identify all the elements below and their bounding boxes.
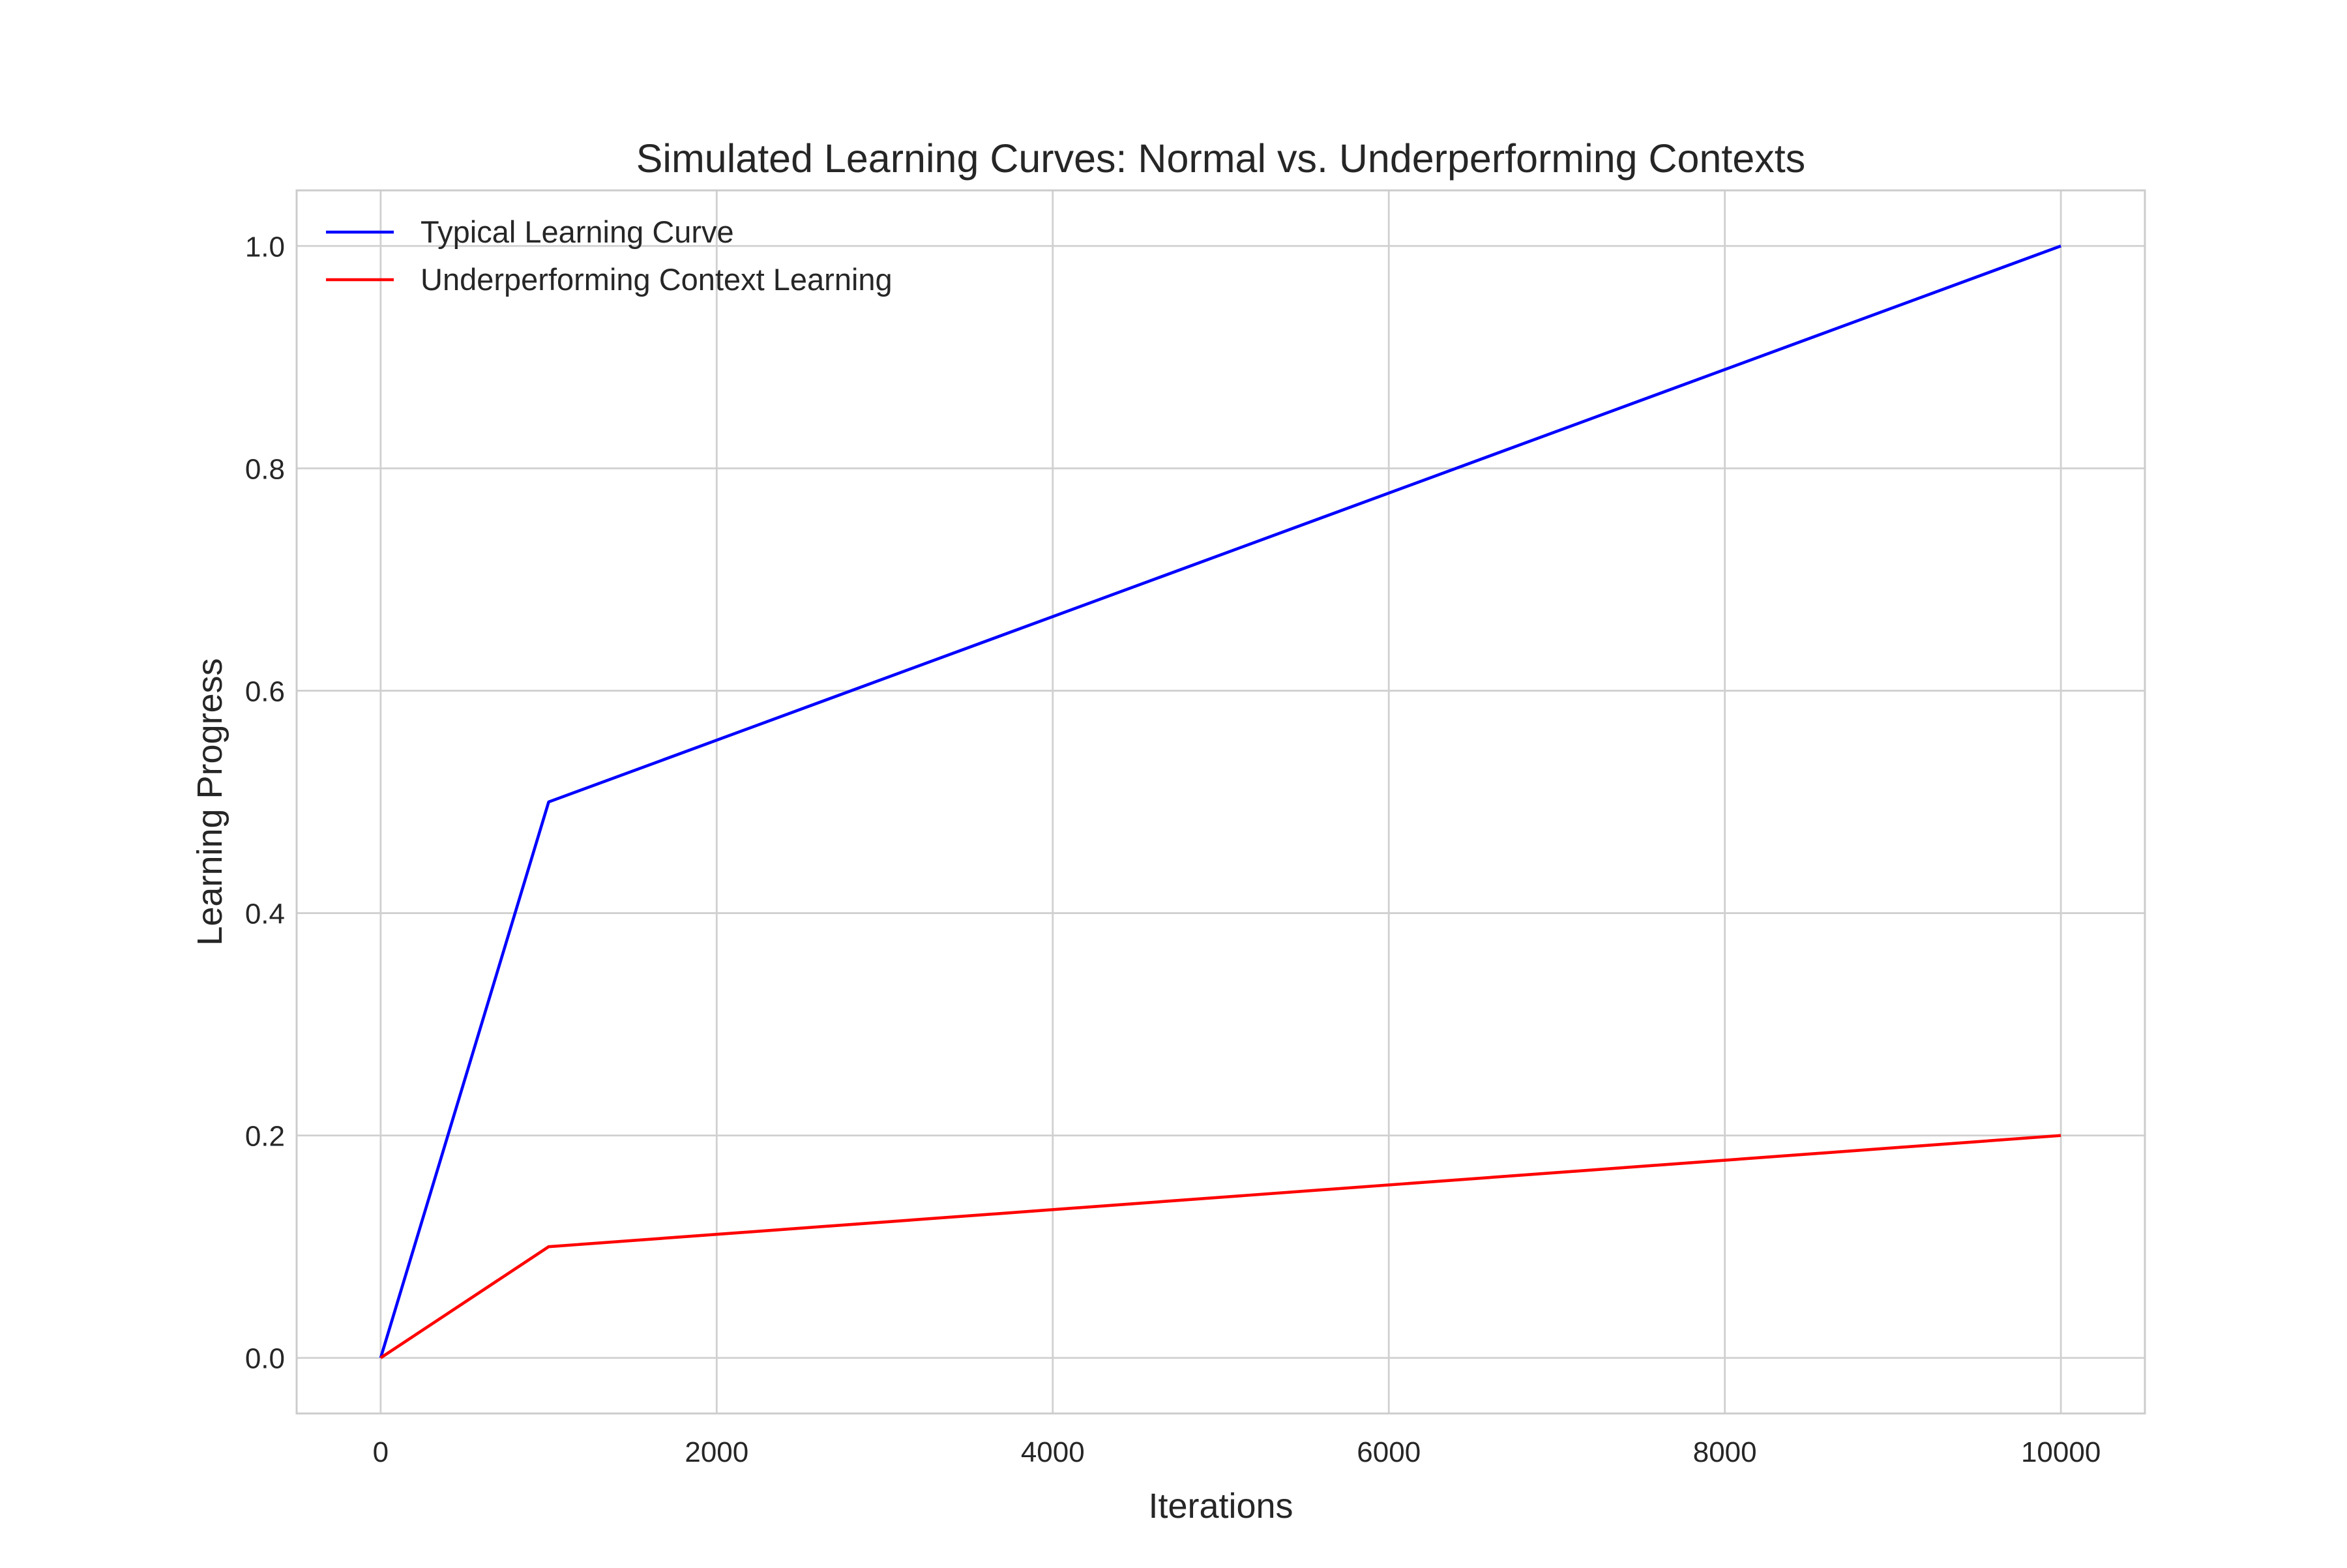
series-line-1 bbox=[379, 244, 2061, 1359]
y-tick-label: 0.6 bbox=[245, 675, 285, 707]
y-tick-label: 1.0 bbox=[245, 231, 285, 263]
x-tick-label: 2000 bbox=[685, 1436, 748, 1468]
y-tick-label: 0.4 bbox=[245, 898, 285, 930]
y-tick-label: 0.8 bbox=[245, 453, 285, 485]
series-line-2 bbox=[379, 1134, 2061, 1359]
legend: Typical Learning Curve Underperforming Co… bbox=[326, 214, 893, 297]
y-tick-labels: 0.0 0.2 0.4 0.6 0.8 1.0 bbox=[245, 231, 285, 1374]
x-tick-labels: 0 2000 4000 6000 8000 10000 bbox=[373, 1436, 2101, 1468]
plot-frame bbox=[295, 189, 2146, 1415]
grid bbox=[297, 190, 2145, 1413]
legend-label-2: Underperforming Context Learning bbox=[421, 262, 893, 297]
legend-label-1: Typical Learning Curve bbox=[421, 214, 734, 249]
x-tick-label: 8000 bbox=[1693, 1436, 1757, 1468]
x-tick-label: 4000 bbox=[1021, 1436, 1085, 1468]
series-lines bbox=[379, 244, 2061, 1359]
x-axis-label: Iterations bbox=[1148, 1487, 1293, 1526]
x-tick-label: 10000 bbox=[2021, 1436, 2101, 1468]
y-tick-label: 0.0 bbox=[245, 1343, 285, 1375]
x-tick-label: 0 bbox=[373, 1436, 389, 1468]
chart-title: Simulated Learning Curves: Normal vs. Un… bbox=[636, 136, 1805, 181]
x-tick-label: 6000 bbox=[1357, 1436, 1421, 1468]
y-axis-label: Learning Progress bbox=[190, 658, 229, 945]
y-tick-label: 0.2 bbox=[245, 1121, 285, 1153]
